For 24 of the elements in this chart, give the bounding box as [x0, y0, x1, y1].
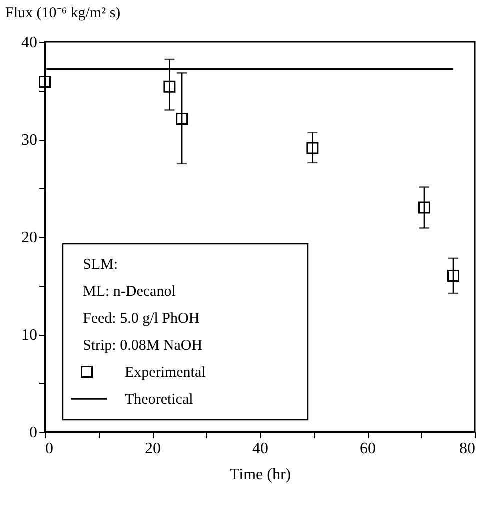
- point: [418, 202, 430, 214]
- annotation: Feed: 5.0 g/l PhOH: [83, 311, 200, 327]
- y-tick-label: 40: [22, 34, 38, 52]
- legend-label: Theoretical: [125, 392, 194, 408]
- annotation: ML: n-Decanol: [83, 284, 176, 300]
- annotation: SLM:: [83, 257, 118, 273]
- point: [176, 113, 188, 126]
- x-axis-title: Time (hr): [230, 466, 292, 484]
- point: [39, 76, 51, 88]
- x-tick-label: 0: [46, 440, 54, 458]
- y-axis-title: Flux (10⁻⁶ kg/m² s): [6, 6, 121, 22]
- x-tick-label: 60: [360, 440, 376, 458]
- y-tick-label: 0: [30, 424, 38, 442]
- y-tick-label: 20: [22, 230, 38, 246]
- x-tick-label: 20: [145, 440, 161, 458]
- annotation: Strip: 0.08M NaOH: [83, 338, 203, 354]
- x-tick-label: 40: [252, 440, 268, 458]
- legend-label: Experimental: [125, 365, 206, 381]
- point: [164, 80, 176, 93]
- y-tick-label: 30: [22, 132, 38, 149]
- y-tick-label: 10: [22, 327, 38, 344]
- point: [306, 142, 319, 154]
- point: [448, 270, 460, 282]
- x-tick-label: 80: [460, 440, 476, 458]
